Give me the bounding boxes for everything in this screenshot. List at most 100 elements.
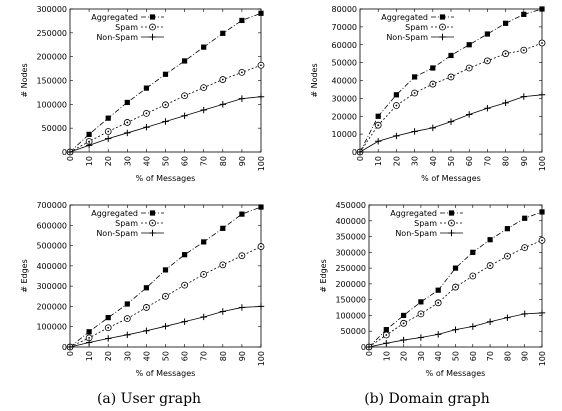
series-aggregated-point bbox=[162, 267, 169, 273]
series-spam bbox=[66, 243, 265, 351]
series-spam-point bbox=[400, 319, 408, 327]
y-axis-label: # Edges bbox=[20, 259, 29, 293]
series-aggregated-point bbox=[201, 44, 207, 50]
legend-marker bbox=[149, 229, 156, 237]
y-tick-label: 20000 bbox=[332, 112, 357, 121]
x-tick-label: 90 bbox=[521, 351, 530, 361]
series-spam-point bbox=[257, 61, 265, 69]
legend-marker bbox=[149, 14, 156, 20]
series-spam-point-dot bbox=[402, 322, 405, 325]
series-spam-point-dot bbox=[471, 275, 474, 277]
series-spam-point bbox=[85, 138, 93, 145]
series-spam-point bbox=[452, 283, 459, 291]
series-spam-point bbox=[447, 73, 455, 81]
series-aggregated-line bbox=[359, 8, 543, 153]
series-spam-point bbox=[162, 101, 169, 109]
series-spam-point-dot bbox=[241, 71, 243, 74]
x-axis-label: % of Messages bbox=[136, 369, 196, 378]
series-aggregated-point bbox=[182, 58, 188, 64]
legend-marker bbox=[448, 210, 455, 216]
legend-marker bbox=[149, 23, 156, 31]
series-non-spam-point bbox=[383, 340, 390, 347]
y-tick-label: 50000 bbox=[332, 59, 357, 68]
series-aggregated-point bbox=[182, 252, 188, 258]
series-non-spam-point bbox=[486, 318, 494, 325]
series-non-spam-point bbox=[200, 313, 207, 321]
legend-marker-dot bbox=[450, 222, 453, 224]
x-tick-label: 90 bbox=[520, 156, 529, 166]
series-spam-point bbox=[257, 243, 265, 250]
x-tick-label: 80 bbox=[219, 351, 228, 361]
series-spam-point-dot bbox=[241, 254, 243, 257]
series-non-spam-point bbox=[66, 148, 74, 156]
series-spam-point bbox=[483, 57, 491, 65]
y-axis-label: # Edges bbox=[319, 259, 328, 293]
series-spam-point bbox=[538, 39, 546, 47]
series-spam-point-dot bbox=[164, 295, 167, 298]
series-spam-point-dot bbox=[385, 334, 388, 336]
legend-marker bbox=[439, 33, 446, 41]
series-spam-point-dot bbox=[221, 78, 224, 81]
x-tick-label: 20 bbox=[104, 351, 113, 361]
plot-frame bbox=[69, 8, 262, 153]
y-tick-label: 100000 bbox=[335, 311, 366, 320]
series-non-spam-point bbox=[219, 101, 226, 108]
legend-marker bbox=[149, 219, 156, 227]
series-non-spam-point bbox=[238, 304, 246, 311]
series-spam-point bbox=[162, 292, 169, 300]
series-spam-point-dot bbox=[260, 64, 262, 67]
y-tick-label: 10000 bbox=[332, 130, 357, 139]
series-non-spam-point bbox=[85, 142, 93, 149]
series-spam-point-dot bbox=[437, 301, 440, 304]
series-non-spam-point bbox=[411, 128, 418, 135]
caption-domain-graph: (b) Domain graph bbox=[364, 391, 490, 407]
y-tick-label: 200000 bbox=[36, 53, 67, 62]
series-spam-point bbox=[200, 270, 208, 278]
series-aggregated-point bbox=[124, 99, 130, 106]
series-spam-point-dot bbox=[506, 255, 509, 258]
y-axis-label: # Nodes bbox=[310, 63, 319, 97]
series-aggregated-point bbox=[539, 6, 545, 12]
x-tick-label: 100 bbox=[538, 156, 547, 171]
x-axis-label: % of Messages bbox=[136, 174, 196, 183]
series-aggregated-point bbox=[105, 115, 111, 121]
legend-label: Non-Spam bbox=[96, 33, 138, 42]
series-spam-point-dot bbox=[504, 52, 507, 55]
series-aggregated-point bbox=[201, 239, 207, 245]
series-spam bbox=[356, 39, 546, 156]
series-non-spam-point bbox=[105, 135, 112, 142]
series-aggregated-point bbox=[143, 285, 149, 291]
series-aggregated-point bbox=[504, 226, 510, 232]
series-spam-point-dot bbox=[541, 42, 543, 44]
x-tick-label: 40 bbox=[142, 156, 151, 166]
series-spam-point-dot bbox=[164, 103, 167, 106]
series-non-spam-point bbox=[365, 343, 373, 351]
series-spam-point-dot bbox=[468, 67, 471, 69]
y-tick-label: 700000 bbox=[36, 201, 67, 210]
series-non-spam-point bbox=[538, 309, 546, 317]
series-spam bbox=[365, 236, 546, 351]
series-spam-point-dot bbox=[260, 245, 262, 248]
series-spam-point bbox=[486, 262, 494, 269]
y-tick-label: 400000 bbox=[335, 217, 366, 226]
series-spam-point-dot bbox=[523, 246, 526, 249]
series-spam-point bbox=[238, 252, 246, 260]
x-tick-label: 40 bbox=[434, 351, 443, 361]
x-tick-label: 50 bbox=[452, 351, 461, 361]
y-tick-label: 300000 bbox=[36, 5, 67, 14]
x-tick-label: 70 bbox=[200, 351, 209, 361]
series-spam-point bbox=[465, 64, 473, 72]
series-spam-point-dot bbox=[486, 59, 489, 62]
series-spam-point-dot bbox=[377, 124, 380, 127]
legend-label: Spam bbox=[115, 219, 138, 228]
x-tick-label: 30 bbox=[417, 351, 426, 361]
y-tick-label: 450000 bbox=[335, 201, 366, 210]
series-aggregated-point bbox=[239, 211, 245, 217]
series-aggregated-point bbox=[430, 65, 436, 71]
y-tick-label: 0 bbox=[62, 343, 67, 352]
y-tick-label: 400000 bbox=[36, 262, 67, 271]
x-axis-label: % of Messages bbox=[426, 369, 486, 378]
series-non-spam-point bbox=[181, 112, 188, 119]
series-aggregated-point bbox=[105, 314, 111, 321]
